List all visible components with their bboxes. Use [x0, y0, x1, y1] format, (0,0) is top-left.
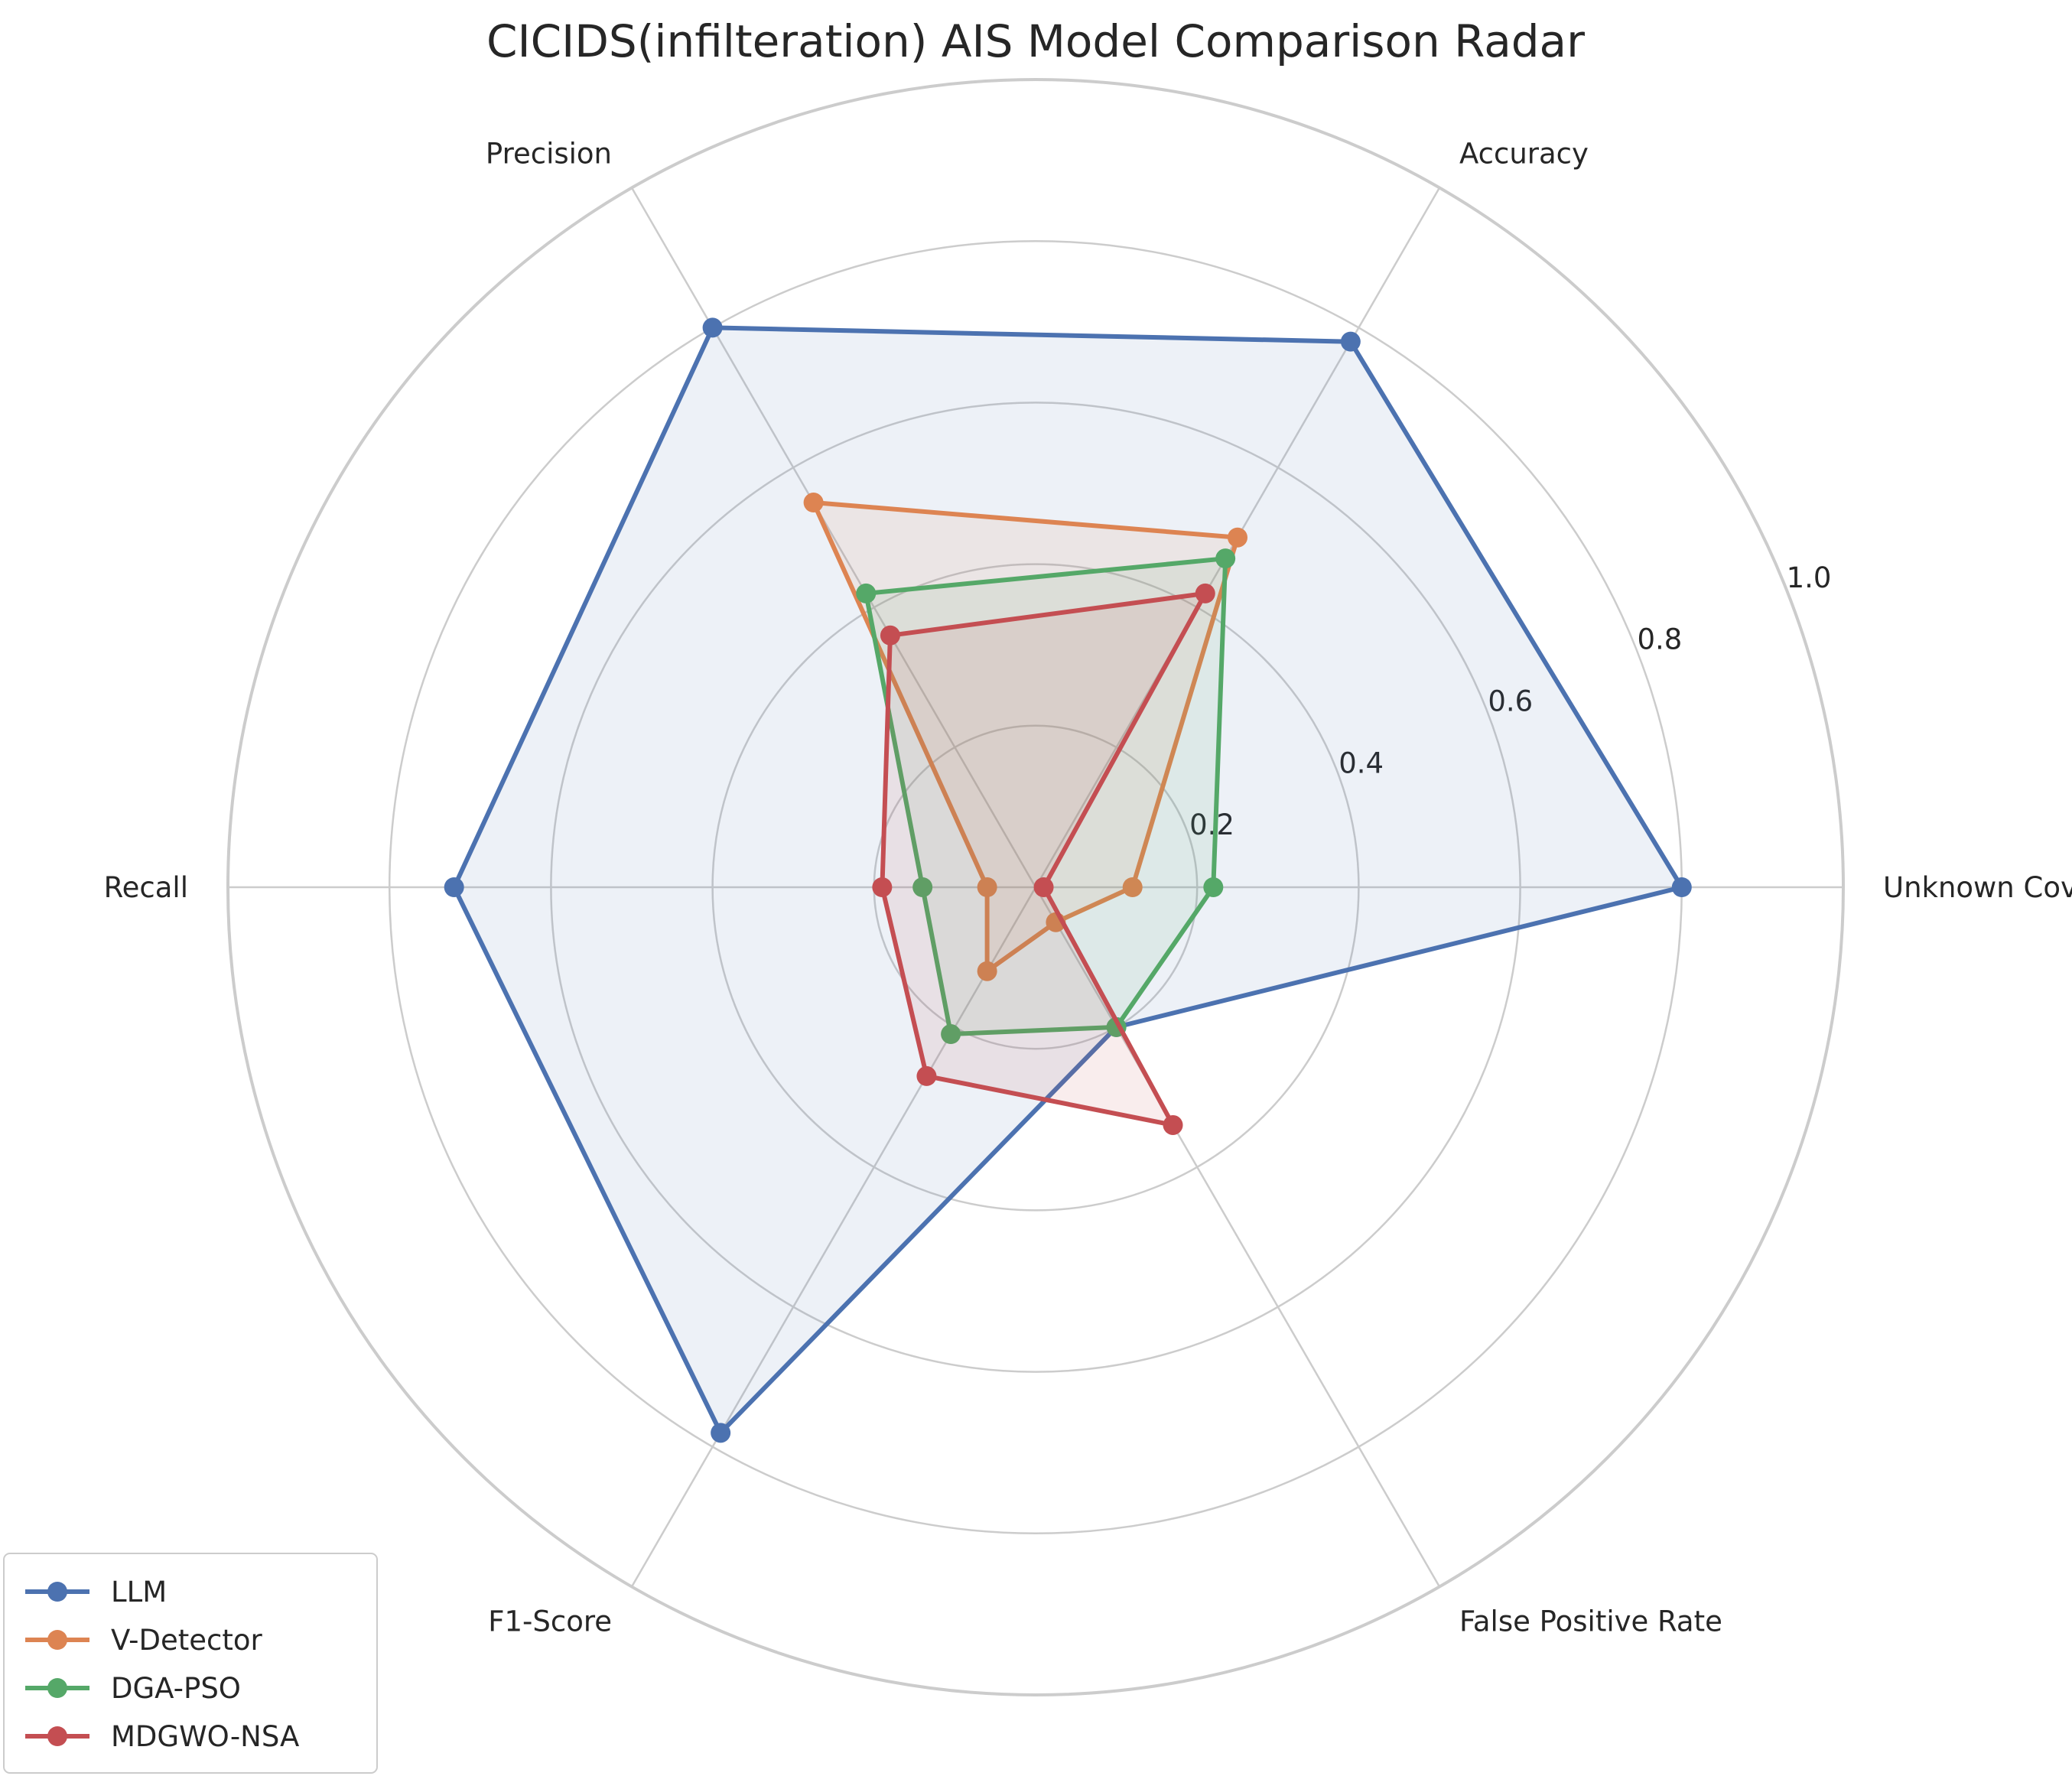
category-label: F1-Score	[488, 1605, 612, 1638]
data-point	[803, 493, 824, 513]
data-point	[1340, 331, 1361, 352]
data-point	[1033, 877, 1054, 897]
grid-spoke	[1034, 886, 1441, 1588]
data-point	[977, 877, 997, 897]
data-point	[916, 1065, 937, 1086]
data-point	[977, 961, 997, 981]
legend: LLM V-Detector DGA-PSO MDGWO-NSA	[3, 1553, 378, 1774]
data-point	[711, 1423, 731, 1443]
series-fill	[882, 593, 1205, 1125]
legend-marker	[47, 1678, 67, 1698]
data-point	[1203, 877, 1224, 897]
legend-label: DGA-PSO	[111, 1672, 241, 1705]
legend-item-v-detector: V-Detector	[25, 1624, 263, 1657]
radial-tick-label: 0.6	[1488, 685, 1533, 718]
radar-series	[444, 317, 1692, 1443]
category-label: Precision	[486, 137, 612, 170]
series-dga-pso	[856, 548, 1236, 1045]
data-point	[702, 317, 723, 338]
legend-marker	[47, 1582, 67, 1602]
legend-label: MDGWO-NSA	[111, 1720, 299, 1753]
legend-item-llm: LLM	[25, 1576, 167, 1608]
radial-tick-label: 0.2	[1189, 808, 1234, 841]
legend-marker	[47, 1630, 67, 1650]
legend-item-mdgwo-nsa: MDGWO-NSA	[25, 1720, 299, 1753]
data-point	[941, 1024, 961, 1045]
legend-label: LLM	[111, 1576, 167, 1608]
data-point	[444, 877, 464, 897]
data-point	[1228, 527, 1247, 548]
data-point	[1215, 548, 1236, 569]
category-label: Accuracy	[1459, 137, 1589, 170]
legend-box	[3, 1553, 378, 1774]
series-mdgwo-nsa	[872, 583, 1215, 1135]
series-fill	[454, 327, 1682, 1433]
series-fill	[813, 503, 1238, 971]
data-point	[912, 877, 933, 897]
legend-marker	[47, 1726, 67, 1746]
data-point	[1195, 583, 1215, 603]
radial-tick-label: 0.4	[1339, 747, 1384, 779]
category-labels: Unknown Coverage Accuracy Precision Recall F…	[104, 137, 2072, 1638]
legend-label: V-Detector	[111, 1624, 263, 1657]
data-point	[1122, 877, 1143, 897]
chart-title: CICIDS(infilteration) AIS Model Comparis…	[486, 15, 1585, 67]
data-point	[880, 625, 900, 646]
data-point	[1163, 1114, 1183, 1135]
data-point	[872, 877, 893, 897]
category-label: False Positive Rate	[1459, 1605, 1722, 1638]
legend-item-dga-pso: DGA-PSO	[25, 1672, 241, 1705]
series-fill	[866, 558, 1226, 1034]
category-label: Recall	[104, 871, 188, 904]
category-label: Unknown Coverage	[1883, 871, 2072, 904]
data-point	[856, 583, 877, 603]
series-v-detector	[803, 493, 1247, 981]
grid-spoke	[630, 187, 1037, 888]
radial-tick-label: 0.8	[1637, 623, 1682, 656]
data-point	[1671, 877, 1692, 897]
grid-spoke	[630, 886, 1037, 1588]
radial-tick-label: 1.0	[1787, 561, 1832, 594]
